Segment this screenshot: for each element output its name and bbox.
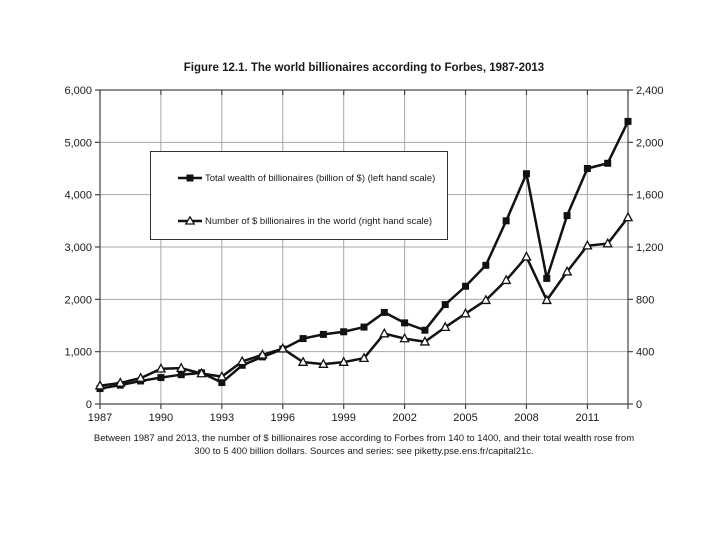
count-data-point [257,349,268,359]
x-tick-label: 1999 [331,412,355,424]
wealth-data-point [421,326,429,334]
wealth-data-point [360,323,368,331]
count-data-point [460,307,471,318]
open-triangle-marker-icon [178,216,202,225]
chart-legend: Total wealth of billionaires (billion of… [150,151,448,240]
x-tick-label: 2005 [453,412,477,424]
x-tick-label: 1993 [210,412,234,424]
chart-caption: Between 1987 and 2013, the number of $ b… [93,433,635,458]
y-right-tick-label: 1,600 [636,190,664,202]
count-data-point [440,321,451,332]
x-tick-label: 2008 [514,412,538,424]
count-data-point [277,342,288,353]
count-data-point [196,367,207,378]
count-data-point [622,211,634,222]
count-data-point [602,237,613,248]
x-tick-label: 2011 [576,412,600,424]
wealth-data-point [441,301,449,309]
count-data-point [541,294,552,305]
y-right-tick-label: 2,000 [636,137,664,149]
y-left-tick-label: 1,000 [64,347,92,359]
wealth-data-point [319,330,327,338]
wealth-data-point [218,379,226,387]
x-tick-label: 1987 [88,412,112,424]
chart-title: Figure 12.1. The world billionaires acco… [183,62,545,74]
y-right-tick-label: 800 [636,294,654,306]
count-data-point [216,370,228,381]
legend-label-number-billionaires: Number of $ billionaires in the world (r… [205,215,433,227]
y-left-tick-label: 6,000 [64,85,92,97]
wealth-data-point [157,374,165,382]
count-data-point [297,356,309,366]
wealth-data-point [583,165,591,172]
count-data-point [561,265,573,276]
count-data-point [500,274,512,285]
wealth-data-point [177,371,185,379]
y-left-tick-label: 5,000 [64,137,92,149]
count-data-point [318,358,329,368]
legend-item-total-wealth: Total wealth of billionaires (billion of… [177,172,435,184]
count-data-point [155,363,167,373]
count-data-point [176,362,187,373]
wealth-data-point [502,217,510,225]
count-data-point [135,372,146,382]
count-data-point [338,356,349,366]
wealth-data-point [522,170,530,178]
x-tick-label: 2002 [392,412,416,424]
filled-square-marker-icon [178,174,202,182]
y-left-tick-label: 2,000 [64,294,92,306]
x-tick-label: 1990 [149,412,173,424]
y-left-tick-label: 4,000 [64,190,92,202]
count-data-point [358,352,370,363]
wealth-data-point [299,335,307,343]
count-data-point [419,335,431,346]
wealth-data-point [401,319,409,327]
count-data-point [236,355,248,366]
count-data-point [379,327,390,338]
count-data-point [399,332,410,343]
wealth-data-point [380,308,388,316]
wealth-data-point [624,117,632,125]
y-right-tick-label: 1,200 [636,242,664,254]
legend-label-total-wealth: Total wealth of billionaires (billion of… [205,172,436,184]
count-data-point [94,379,106,390]
wealth-data-point [543,274,551,282]
y-left-tick-label: 0 [86,399,92,411]
count-data-point [521,251,532,261]
wealth-data-point [563,212,571,220]
x-tick-label: 1996 [271,412,295,424]
count-data-point [582,239,593,250]
wealth-data-point [462,282,470,290]
legend-item-number-billionaires: Number of $ billionaires in the world (r… [177,215,432,227]
wealth-data-point [340,328,348,336]
count-data-point [480,294,492,305]
count-data-point [115,377,126,387]
wealth-data-point [604,159,612,167]
y-left-tick-label: 3,000 [64,242,92,254]
y-right-tick-label: 400 [636,347,654,359]
y-right-tick-label: 2,400 [636,85,664,97]
wealth-data-point [482,261,490,269]
y-right-tick-label: 0 [636,399,642,411]
